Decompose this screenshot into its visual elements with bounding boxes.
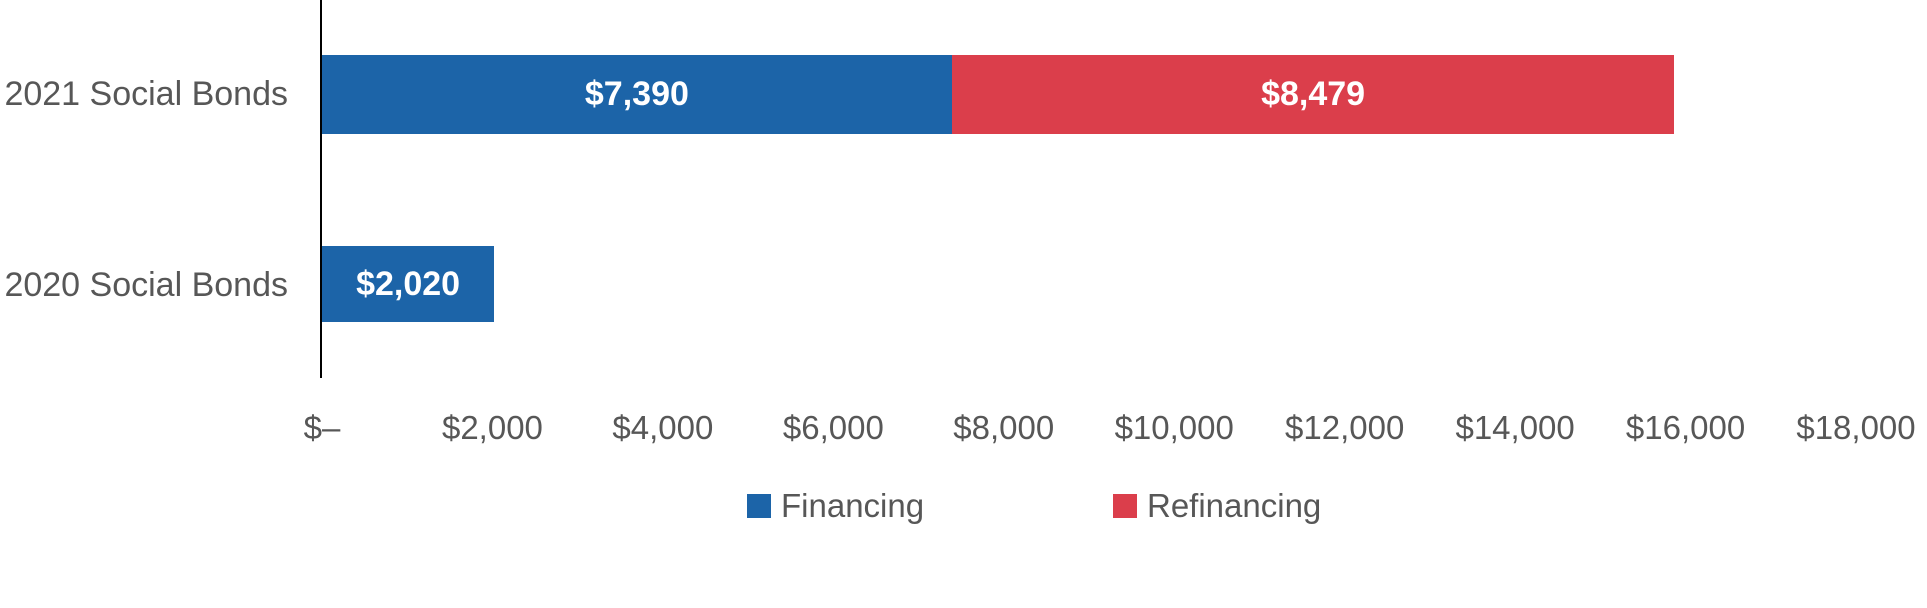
category-label-2021-social-bonds: 2021 Social Bonds (4, 75, 288, 113)
bar-segment-financing-2020: $2,020 (322, 246, 495, 322)
x-axis-tick-label: $18,000 (1796, 409, 1916, 446)
x-axis-tick-label: $12,000 (1285, 409, 1405, 446)
category-label-2020-social-bonds: 2020 Social Bonds (4, 266, 288, 304)
x-axis-tick-label: $4,000 (612, 409, 714, 446)
bar-data-label: $7,390 (584, 75, 689, 113)
legend-item-financing: Financing (747, 488, 924, 524)
bar-data-label: $8,479 (1261, 75, 1366, 113)
legend-label-refinancing: Refinancing (1147, 487, 1322, 524)
refinancing-swatch-icon (1113, 494, 1137, 518)
x-axis-tick-label: $6,000 (782, 409, 884, 446)
bar-segment-financing-2021: $7,390 (322, 55, 952, 134)
x-axis-tick-label: $10,000 (1114, 409, 1234, 446)
legend-item-refinancing: Refinancing (1113, 488, 1321, 524)
x-axis-tick-label: $– (303, 409, 341, 446)
x-axis-tick-label: $2,000 (441, 409, 543, 446)
financing-swatch-icon (747, 494, 771, 518)
x-axis-tick-label: $14,000 (1455, 409, 1575, 446)
legend-label-financing: Financing (781, 487, 925, 524)
x-axis-tick-label: $8,000 (953, 409, 1055, 446)
category-axis-line (320, 0, 322, 378)
x-axis-tick-label: $16,000 (1625, 409, 1746, 446)
bar-segment-refinancing-2021: $8,479 (951, 55, 1675, 134)
bar-data-label: $2,020 (356, 264, 461, 303)
